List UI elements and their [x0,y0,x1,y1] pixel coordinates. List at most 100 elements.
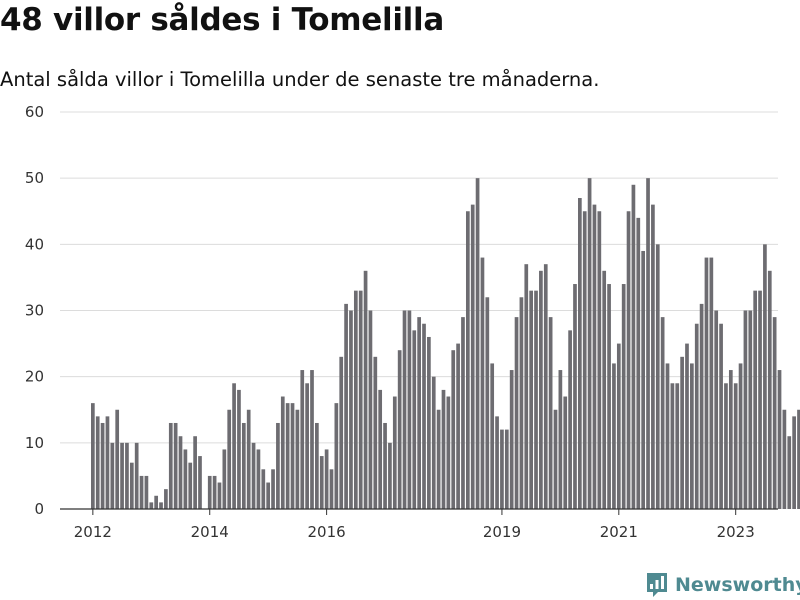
bar [266,482,271,509]
y-tick-label: 30 [25,302,44,320]
bar [110,442,115,509]
bar [227,409,232,509]
bar [363,270,368,509]
bar [441,389,446,509]
bar [597,211,602,509]
bar [733,383,738,509]
bar [241,422,246,509]
bar [504,429,509,509]
bar [548,317,553,509]
bar [743,310,748,509]
bar [461,317,465,509]
bar [271,469,275,509]
brand-name: Newsworthy [675,574,800,596]
bar [612,363,616,509]
bar [553,409,558,509]
newsworthy-logo-icon [647,573,667,597]
bar [616,343,621,509]
bar [456,343,460,509]
bar [709,257,714,509]
bar [207,475,212,509]
bar [353,290,358,509]
bar [178,436,183,509]
bar [592,204,597,509]
bar [607,284,611,509]
bar [164,489,168,509]
bar [475,178,480,510]
bar [728,370,733,509]
x-tick-label: 2014 [191,523,229,541]
bar [563,396,568,509]
bar [217,482,222,509]
bar [714,310,719,509]
bar [514,317,519,509]
bar [587,178,592,510]
bar [490,363,495,509]
bar [465,211,470,509]
bar [134,442,139,509]
bar [621,284,626,509]
bar [388,442,392,509]
bar [792,416,796,509]
x-tick-label: 2012 [74,523,112,541]
bar [782,409,787,509]
bar [495,416,499,509]
bar [285,403,290,509]
bar [344,303,348,509]
bar [392,396,397,509]
bar [310,370,314,509]
bar [373,356,378,509]
y-tick-label: 50 [25,169,44,187]
bar [149,502,154,509]
bar [509,370,514,509]
bar [105,416,110,509]
y-tick-label: 60 [25,103,44,121]
bar [427,336,431,509]
bar [324,449,329,509]
bar [685,343,689,509]
bar [319,456,324,509]
bar [660,317,665,509]
bar [222,449,227,509]
bar [602,270,607,509]
bar [524,264,529,509]
bar [422,323,426,509]
bar [100,422,105,509]
bar [646,178,650,510]
bar [772,317,777,509]
y-tick-label: 0 [34,500,44,518]
bar [699,303,704,509]
bar [451,350,456,509]
bar [753,290,758,509]
bar [159,502,163,509]
bar [173,422,178,509]
bar [154,495,159,509]
bar [378,389,383,509]
bar [402,310,407,509]
bar [280,396,285,509]
bar [758,290,762,509]
bar [334,403,339,509]
bar [485,297,490,509]
bar [329,469,334,509]
bar [534,290,538,509]
y-tick-label: 10 [25,434,44,452]
bar [144,475,149,509]
bar [626,211,631,509]
bar [797,409,800,509]
bar [256,449,261,509]
bar [300,370,305,509]
bar [641,250,646,509]
bar [91,403,95,509]
bar [251,442,256,509]
bar [573,284,577,509]
bar [168,422,173,509]
bar [787,436,792,509]
y-tick-label: 40 [25,235,44,253]
bar [582,211,587,509]
bar [704,257,709,509]
bar [305,383,309,509]
bar [276,422,280,509]
bar [543,264,548,509]
bar [358,290,363,509]
